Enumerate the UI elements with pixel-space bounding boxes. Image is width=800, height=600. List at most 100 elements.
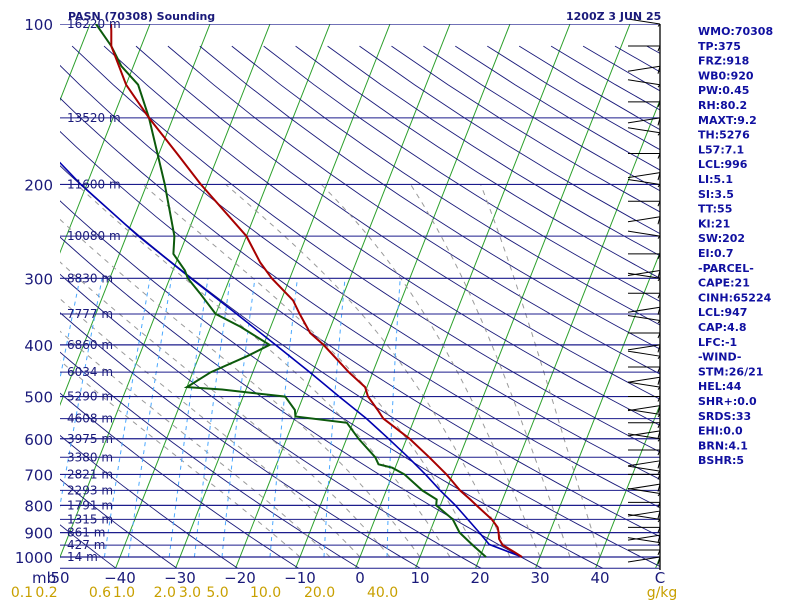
wind-barb: [657, 307, 661, 315]
mixing-ratio-label: 1.0: [113, 585, 135, 600]
index-text: -PARCEL-: [698, 262, 754, 275]
wind-barb: [657, 355, 661, 360]
dry-adiabat-line: [60, 351, 360, 569]
mixing-ratio-line: [269, 278, 298, 558]
pressure-tick-label: 700: [24, 466, 53, 484]
index-text: SRDS:33: [698, 410, 751, 423]
wind-barb: [627, 534, 661, 541]
dry-adiabat-line: [103, 45, 660, 426]
temperature-tick-label: 20: [470, 569, 489, 587]
height-label: 3975 m: [67, 432, 113, 446]
temperature-tick-label: 0: [355, 569, 365, 587]
wind-barb: [657, 493, 661, 497]
index-text: BRN:4.1: [698, 439, 748, 452]
wind-barb: [657, 277, 661, 282]
temperature-unit-label: C: [655, 569, 665, 587]
height-label: 8830 m: [67, 271, 113, 285]
isotherm-line: [475, 98, 660, 569]
temperature-tick-label: 10: [410, 569, 429, 587]
temperature-tick-label: −20: [224, 569, 256, 587]
height-label: 427 m: [67, 538, 105, 552]
height-label: 2821 m: [67, 467, 113, 481]
wind-barb: [657, 470, 661, 474]
wind-barb: [657, 422, 661, 428]
dry-adiabat-line: [60, 434, 238, 569]
dry-adiabat-line: [60, 524, 117, 569]
dry-adiabat-line: [327, 45, 660, 257]
isotherm-line: [60, 24, 271, 559]
index-text: L57:7.1: [698, 143, 744, 156]
pressure-tick-label: 400: [24, 337, 53, 355]
index-text: CINH:65224: [698, 291, 772, 304]
isotherm-line: [115, 24, 331, 569]
temperature-tick-label: −10: [284, 569, 316, 587]
wind-barb: [627, 18, 661, 25]
dry-adiabat-line: [135, 45, 660, 400]
moist-adiabat-line: [60, 261, 391, 558]
dry-adiabat-line: [263, 45, 660, 302]
wind-barb: [657, 519, 661, 523]
wind-barb: [657, 66, 661, 74]
mixing-ratio-label: 3.0: [179, 585, 201, 600]
pressure-tick-label: 600: [24, 431, 53, 449]
wind-barb: [627, 465, 661, 472]
height-label: 1315 m: [67, 512, 113, 526]
isotherm-line: [60, 24, 151, 254]
temperature-tick-label: 40: [590, 569, 609, 587]
mixing-ratio-label: 0.2: [35, 585, 57, 600]
mixing-ratio-label: 40.0: [367, 585, 398, 600]
wind-barb: [657, 449, 661, 456]
wind-barb: [657, 216, 661, 225]
temperature-tick-label: 50: [50, 569, 69, 587]
wind-barb: [657, 386, 661, 390]
height-label: 16220 m: [67, 17, 121, 31]
dewpoint-line: [95, 24, 487, 558]
height-label: 5290 m: [67, 390, 113, 404]
height-label: 10080 m: [67, 229, 121, 243]
wind-barb: [627, 272, 661, 279]
wind-barb: [657, 502, 661, 508]
wind-barb: [657, 344, 661, 353]
dry-adiabat-line: [167, 45, 660, 375]
temperature-line: [110, 24, 523, 558]
index-text: LCL:947: [698, 306, 747, 319]
index-text: TT:55: [698, 203, 732, 216]
dry-adiabat-line: [60, 478, 178, 569]
wind-barb: [657, 320, 661, 324]
chart-title: PASN (70308) Sounding: [68, 10, 215, 23]
height-label: 2293 m: [67, 483, 113, 497]
index-text: -WIND-: [698, 351, 741, 364]
dry-adiabat-line: [60, 64, 660, 480]
height-label: 7777 m: [67, 307, 113, 321]
height-label: 11600 m: [67, 177, 121, 191]
index-text: STM:26/21: [698, 365, 763, 378]
height-label: 4608 m: [67, 412, 113, 426]
pressure-unit-label: mb: [32, 569, 56, 587]
index-text: CAP:4.8: [698, 321, 747, 334]
dry-adiabat-line: [71, 45, 660, 453]
moist-adiabat-line: [60, 218, 421, 558]
index-text: TP:375: [698, 40, 741, 53]
wind-barb: [627, 117, 661, 124]
wind-barb: [627, 350, 661, 357]
pressure-tick-label: 200: [24, 176, 53, 194]
pressure-tick-label: 300: [24, 270, 53, 288]
wind-barb: [657, 377, 661, 385]
wind-barb: [657, 253, 661, 260]
pressure-tick-label: 100: [24, 16, 53, 34]
mixing-ratio-unit-label: g/kg: [647, 585, 678, 600]
height-label: 1791 m: [67, 498, 113, 512]
dry-adiabat-line: [295, 45, 660, 279]
dry-adiabat-line: [60, 392, 299, 569]
mixing-ratio-label: 2.0: [154, 585, 176, 600]
index-text: WB0:920: [698, 69, 754, 82]
temperature-tick-label: −30: [164, 569, 196, 587]
wind-barb: [657, 270, 661, 279]
dry-adiabat-line: [60, 200, 604, 569]
wind-barb: [657, 172, 661, 181]
mixing-ratio-label: 5.0: [206, 585, 228, 600]
height-label: 3380 m: [67, 450, 113, 464]
wind-barb: [627, 306, 661, 313]
parcel-path-line: [60, 161, 523, 558]
